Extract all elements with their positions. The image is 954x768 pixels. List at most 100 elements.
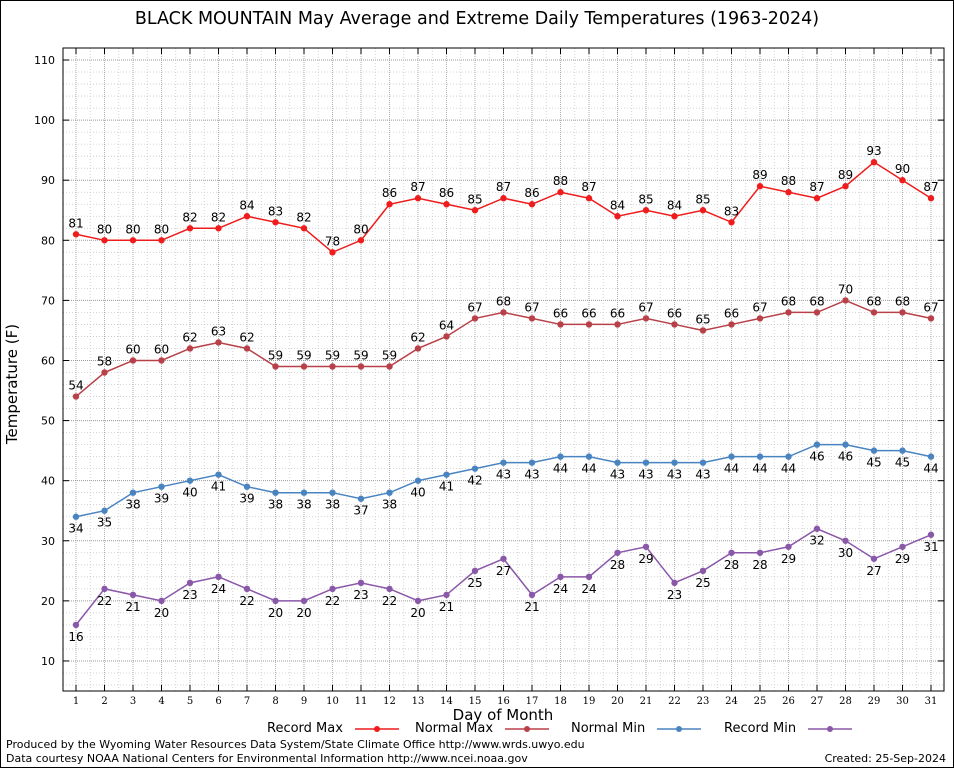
data-label: 59 [296,348,311,362]
data-point [329,249,336,256]
data-label: 41 [211,480,226,494]
x-tick-label: 15 [469,696,482,707]
data-point [557,321,564,328]
data-label: 84 [610,198,625,212]
data-label: 22 [325,594,340,608]
data-point [585,321,593,328]
x-tick-label: 3 [130,696,136,707]
data-point [72,621,80,629]
x-tick-label: 29 [868,696,881,707]
data-label: 62 [239,330,254,344]
data-label: 38 [296,498,311,512]
data-point [870,158,878,166]
data-point [528,591,536,599]
data-label: 59 [325,348,340,362]
data-label: 89 [838,168,853,182]
data-point [870,447,878,454]
data-point [785,543,792,550]
data-point [728,219,735,226]
data-point [72,513,80,520]
legend-label-normal-min: Normal Min [571,721,646,736]
data-label: 84 [239,198,254,212]
data-label: 28 [610,558,625,572]
data-label: 38 [125,498,140,512]
x-tick-label: 31 [925,696,938,707]
data-label: 60 [154,342,169,356]
data-label: 21 [439,600,454,614]
data-label: 41 [439,480,454,494]
data-point [813,441,821,448]
data-label: 70 [838,282,853,296]
data-point [272,489,279,496]
data-label: 46 [838,450,853,464]
data-point [813,525,821,532]
data-label: 44 [752,462,767,476]
data-point [699,327,707,334]
data-point [813,195,821,202]
data-point [557,573,564,581]
data-point [500,555,507,562]
data-point [158,483,165,490]
data-point [785,309,792,316]
data-label: 43 [638,468,653,482]
data-point [785,453,792,460]
legend-record-max: Record Max [267,721,401,736]
data-point [842,297,849,304]
data-point [329,585,336,593]
data-point [927,315,935,322]
data-point [614,321,621,328]
y-tick-label: 90 [41,174,55,187]
data-label: 59 [353,348,368,362]
data-point [272,363,279,370]
data-label: 67 [467,300,482,314]
data-label: 44 [724,462,739,476]
data-point [414,597,422,605]
data-point [186,225,194,232]
data-label: 80 [154,222,169,236]
data-point [756,453,764,460]
data-point [614,459,621,466]
data-label: 29 [781,552,796,566]
data-label: 86 [439,186,454,200]
data-point [101,237,108,244]
data-point [215,339,222,346]
x-tick-label: 24 [725,696,738,707]
legend-record-min: Record Min [724,721,854,736]
y-tick-label: 70 [41,294,55,307]
data-label: 23 [182,588,197,602]
data-label: 62 [182,330,197,344]
legend-swatch-record-min [808,725,853,732]
data-point [101,585,108,593]
data-label: 93 [866,144,881,158]
data-point [756,183,764,190]
data-point [842,537,849,544]
data-point [215,225,222,232]
data-label: 29 [638,552,653,566]
data-point [329,363,336,370]
data-point [300,225,308,232]
data-label: 44 [553,462,568,476]
data-label: 30 [838,546,853,560]
x-tick-label: 23 [697,696,710,707]
data-point [585,453,593,460]
data-point [813,309,821,316]
data-label: 45 [895,456,910,470]
data-point [927,453,935,460]
data-label: 63 [211,324,226,338]
data-label: 81 [68,216,83,230]
data-point [471,567,479,575]
data-point [186,579,194,587]
x-tick-label: 2 [101,696,107,707]
x-tick-label: 22 [668,696,681,707]
data-point [842,441,849,448]
legend-swatch-normal-min [657,725,702,732]
data-point [642,207,650,214]
data-label: 88 [553,174,568,188]
grid-lines [63,47,944,691]
x-tick-label: 10 [326,696,339,707]
data-label: 87 [410,180,425,194]
data-point [699,459,707,466]
data-label: 60 [125,342,140,356]
data-label: 83 [268,204,283,218]
